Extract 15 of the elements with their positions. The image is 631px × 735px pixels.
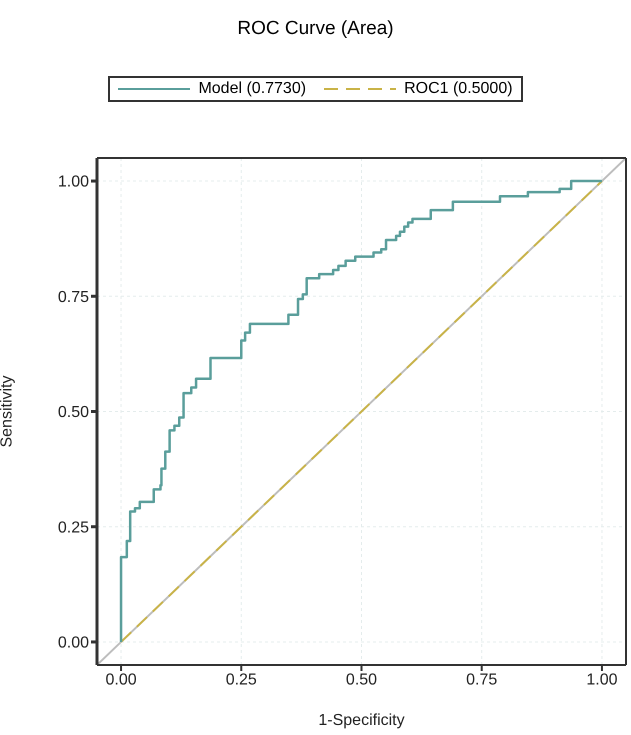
x-tick-label: 1.00 bbox=[586, 671, 618, 688]
x-tick-label: 0.00 bbox=[105, 671, 137, 688]
chart-title: ROC Curve (Area) bbox=[236, 18, 395, 40]
x-tick-label: 0.25 bbox=[226, 671, 257, 688]
x-tick-label: 0.50 bbox=[346, 671, 378, 688]
y-tick-label: 1.00 bbox=[58, 174, 90, 191]
y-tick-label: 0.75 bbox=[58, 288, 90, 306]
x-tick-label: 0.75 bbox=[466, 671, 498, 688]
legend-label: Model (0.7730) bbox=[198, 80, 306, 98]
y-axis-title: Sensitivity bbox=[0, 375, 16, 448]
y-tick-label: 0.50 bbox=[58, 404, 90, 422]
y-tick-label: 0.00 bbox=[58, 634, 90, 652]
y-tick-label: 0.25 bbox=[58, 519, 90, 536]
x-axis-title: 1-Specificity bbox=[318, 712, 405, 729]
legend-label: ROC1 (0.5000) bbox=[404, 80, 513, 98]
